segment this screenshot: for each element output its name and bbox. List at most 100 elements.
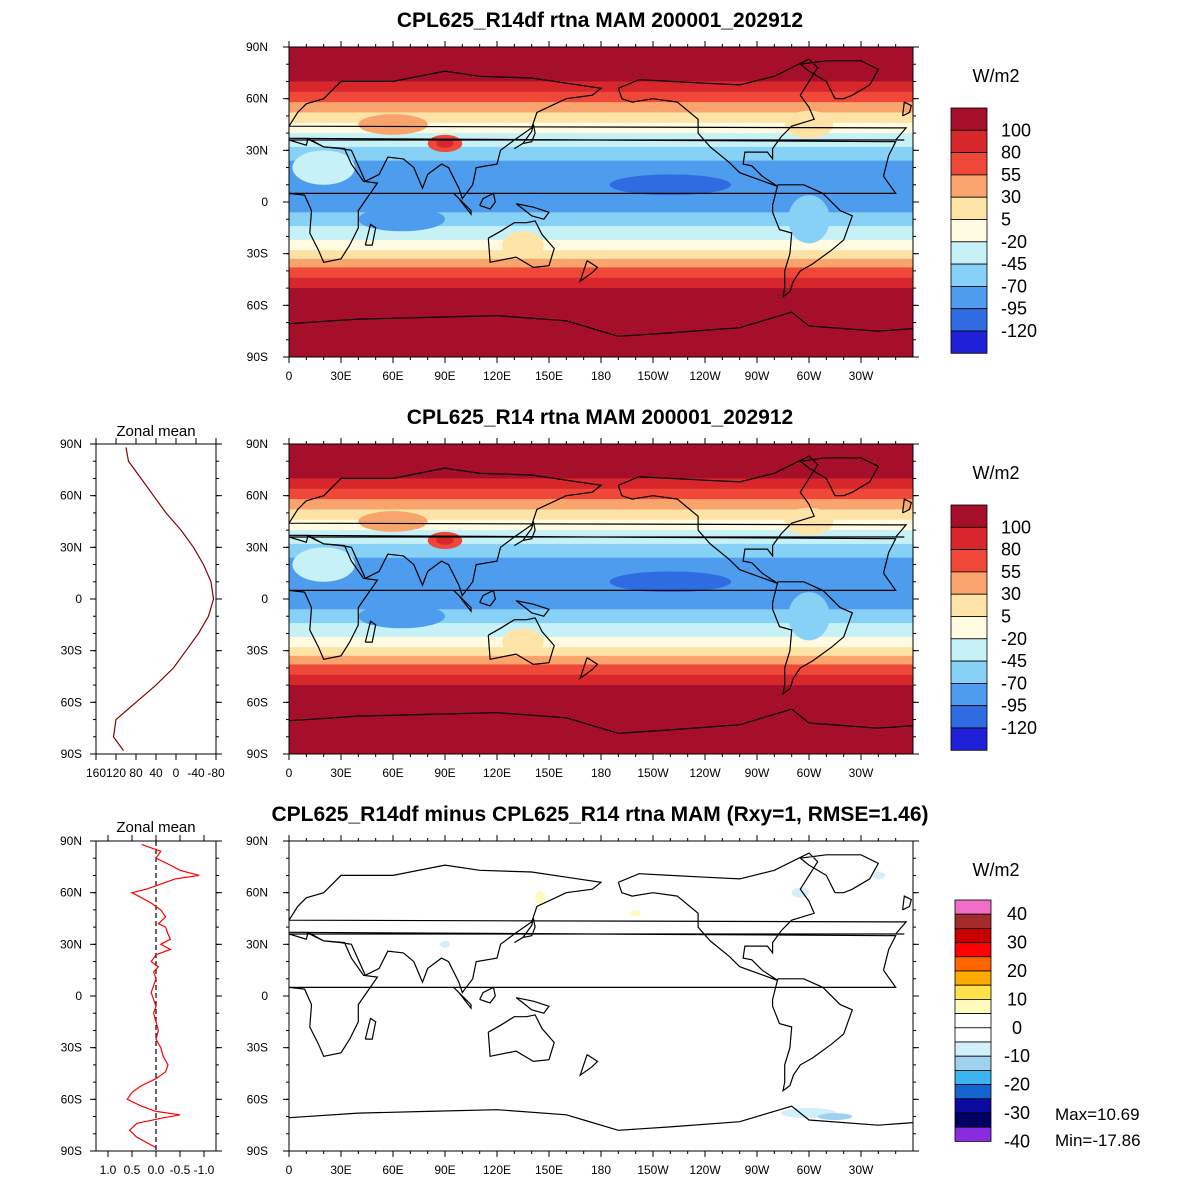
colorbar-box <box>954 1126 992 1142</box>
zonal-xtick-label: 0.5 <box>124 1163 141 1177</box>
map2-ytick-label: 90N <box>246 437 268 451</box>
map2-ytick-label: 60S <box>247 695 268 709</box>
zonal-xtick-label: 40 <box>149 766 163 780</box>
zonal-xtick-label: 0.0 <box>148 1163 165 1177</box>
lat-band <box>289 488 913 500</box>
colorbar-label: -70 <box>1001 276 1027 296</box>
map1-ytick-label: 90S <box>247 350 268 364</box>
lat-band <box>289 81 913 93</box>
colorbar-label: -30 <box>1004 1103 1030 1123</box>
map1-ytick-label: 60N <box>246 92 268 106</box>
colorbar-label: 20 <box>1007 961 1027 981</box>
lat-band <box>289 277 913 289</box>
map1-xtick-label: 0 <box>286 369 293 383</box>
map1-xtick-label: 120W <box>689 369 721 383</box>
colorbar-label: -95 <box>1001 299 1027 319</box>
lat-band <box>289 478 913 490</box>
colorbar-box <box>950 571 988 595</box>
zonal-frame <box>95 443 217 755</box>
lat-band <box>289 664 913 676</box>
colorbar-label: 80 <box>1001 143 1021 163</box>
colorbar-box <box>950 330 988 354</box>
panel2-map: 0 30E 60E 90E 120E 150E 180 150W 120W 90W 60W 30W 90… <box>246 437 919 780</box>
map3-xtick-label: 30E <box>330 1163 351 1177</box>
zonal-ytick-label: 60S <box>61 695 82 709</box>
zonal-mean-line <box>126 843 200 1149</box>
colorbar-box <box>950 638 988 662</box>
colorbar-box <box>954 1013 992 1029</box>
map1-xtick-label: 30E <box>330 369 351 383</box>
colorbar-box <box>950 504 988 528</box>
lat-band <box>289 267 913 279</box>
colorbar-box <box>954 1084 992 1100</box>
colorbar-label: -45 <box>1001 651 1027 671</box>
map2-xtick-label: 90E <box>434 766 455 780</box>
field-anomaly <box>609 571 731 593</box>
colorbar-label: 30 <box>1001 584 1021 604</box>
zonal-ytick-label: 60N <box>60 886 82 900</box>
map2-xtick-label: 150W <box>637 766 669 780</box>
zonal-ytick-label: 60S <box>61 1092 82 1106</box>
map1-ytick-label: 0 <box>261 195 268 209</box>
colorbar-box <box>950 285 988 310</box>
zonal-xtick-label: -1.0 <box>194 1163 215 1177</box>
diff-anomaly <box>817 1113 853 1120</box>
lat-band <box>289 146 913 162</box>
lat-band <box>289 685 913 755</box>
map2-xtick-label: 0 <box>286 766 293 780</box>
zonal-xtick-label: 0 <box>173 766 180 780</box>
zonal-xtick-label: -80 <box>207 766 225 780</box>
zonal-ytick-label: 90N <box>60 834 82 848</box>
field-anomaly <box>358 207 445 232</box>
map1-xtick-label: 180 <box>591 369 611 383</box>
field-anomaly <box>784 507 834 536</box>
colorbar-label: 0 <box>1012 1018 1022 1038</box>
field-anomaly <box>358 511 428 532</box>
panel3-unit: W/m2 <box>973 860 1020 880</box>
colorbar-box <box>954 1112 992 1128</box>
zonal-ytick-label: 30N <box>60 937 82 951</box>
map2-ytick-label: 30S <box>247 644 268 658</box>
colorbar-box <box>950 107 988 131</box>
colorbar-box <box>954 942 992 958</box>
map1-xtick-label: 90W <box>745 369 770 383</box>
coastlines <box>289 455 913 734</box>
zonal-ytick-label: 90S <box>61 747 82 761</box>
lat-band <box>289 519 913 531</box>
field-anomaly <box>788 195 830 244</box>
colorbar-label: -40 <box>1004 1131 1030 1151</box>
colorbar-box <box>950 196 988 220</box>
colorbar-box <box>950 152 988 176</box>
lat-band <box>289 655 913 665</box>
field-anomaly <box>826 562 896 584</box>
lat-band <box>289 647 913 657</box>
lat-band <box>289 499 913 510</box>
zonal-title-2: Zonal mean <box>116 819 195 836</box>
diff-anomaly <box>630 909 641 917</box>
map1-xtick-label: 90E <box>434 369 455 383</box>
lat-band <box>289 91 913 103</box>
zonal-ytick-label: 30S <box>61 644 82 658</box>
lat-band <box>289 623 913 638</box>
colorbar-box <box>950 727 988 751</box>
map3-ytick-label: 0 <box>261 989 268 1003</box>
colorbar-box <box>950 263 988 287</box>
map3-xtick-label: 90W <box>745 1163 770 1177</box>
colorbar-box <box>950 241 988 265</box>
colorbar-label: -20 <box>1001 629 1027 649</box>
colorbar-box <box>954 984 992 1000</box>
field-anomaly <box>358 604 445 629</box>
lat-band <box>289 226 913 241</box>
map2-xtick-label: 60E <box>382 766 403 780</box>
lat-band <box>289 636 913 648</box>
map2-xtick-label: 180 <box>591 766 611 780</box>
zonal-xtick-label: 160 <box>86 766 106 780</box>
colorbar-label: 5 <box>1001 607 1011 627</box>
panel2-unit: W/m2 <box>973 463 1020 483</box>
colorbar-label: 30 <box>1001 187 1021 207</box>
map1-xtick-label: 30W <box>849 369 874 383</box>
diff-anomaly <box>535 890 546 905</box>
colorbar-box <box>950 219 988 243</box>
colorbar-label: 100 <box>1001 517 1031 537</box>
